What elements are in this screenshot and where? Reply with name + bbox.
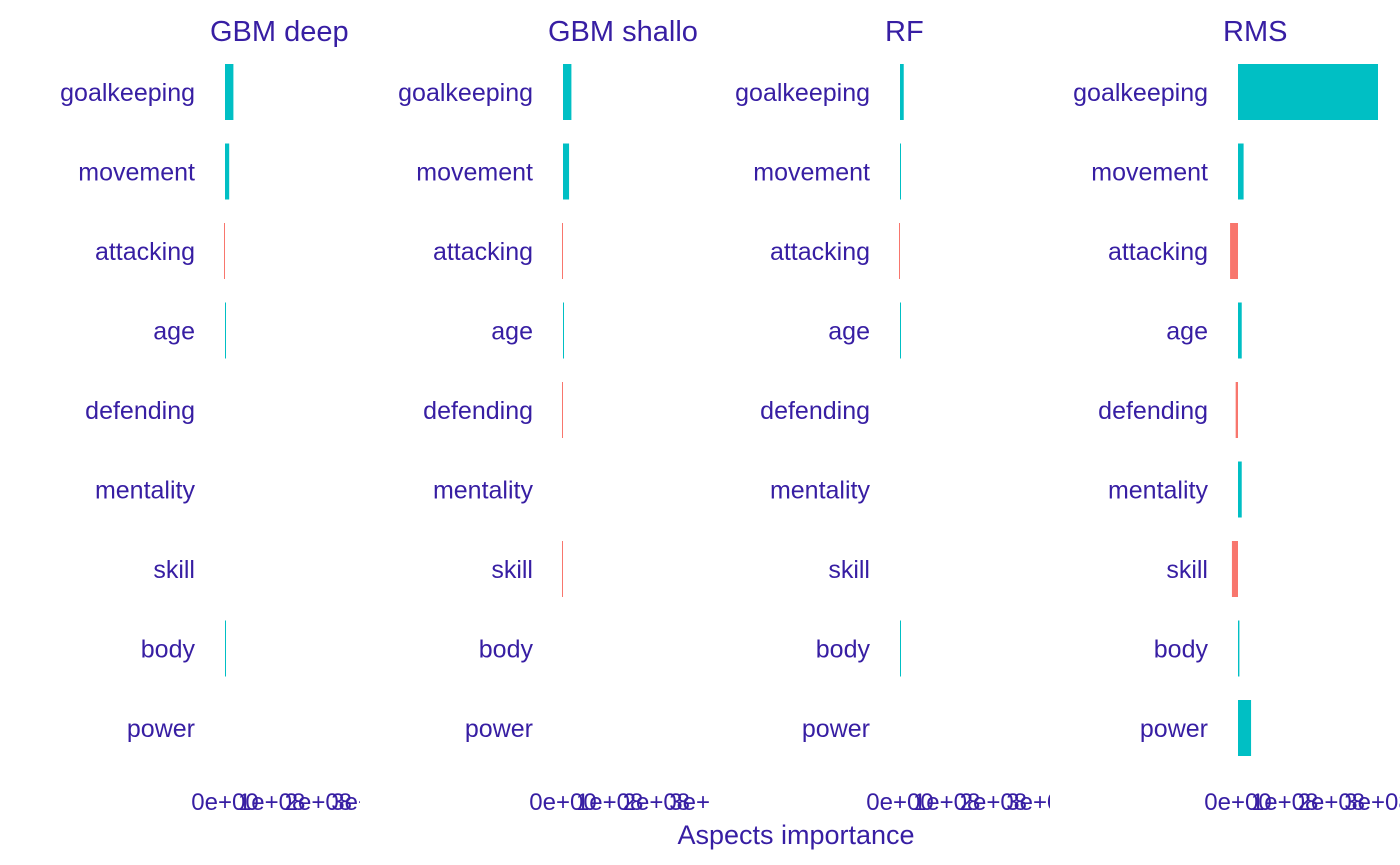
category-label: body — [141, 636, 196, 664]
bar — [225, 143, 230, 200]
category-label: goalkeeping — [1073, 79, 1208, 107]
x-tick-label: 1e+08 — [576, 789, 643, 816]
bar — [1238, 700, 1252, 756]
bar — [563, 302, 564, 359]
x-tick-label: 2e+08 — [960, 789, 1027, 816]
category-label: body — [1154, 636, 1209, 664]
category-label: movement — [1091, 159, 1208, 187]
x-tick-label: 0e+00 — [191, 789, 258, 816]
bar — [1238, 302, 1242, 359]
x-tick-label: 2e+08 — [285, 789, 352, 816]
panel-title: RF — [885, 16, 924, 48]
bar — [1238, 143, 1244, 200]
bar — [563, 143, 570, 200]
bar — [1235, 382, 1238, 438]
x-tick-label: 1e+08 — [238, 789, 305, 816]
category-label: defending — [423, 397, 533, 425]
category-label: defending — [760, 397, 870, 425]
category-label: age — [491, 318, 533, 346]
category-label: mentality — [95, 477, 196, 505]
category-label: defending — [85, 397, 195, 425]
category-label: power — [802, 715, 870, 743]
category-label: age — [1166, 318, 1208, 346]
bar — [900, 302, 901, 359]
bar — [225, 620, 226, 677]
x-tick-label: 3e+08 — [1006, 789, 1073, 816]
bar — [563, 64, 572, 120]
x-tick-label: 2e+08 — [1298, 789, 1365, 816]
bar — [1238, 64, 1378, 120]
bar — [1230, 223, 1238, 279]
x-tick-label: 0e+00 — [1204, 789, 1271, 816]
panel-2: GBM shallo goalkeeping movement attacking ag… — [398, 16, 736, 816]
category-label: body — [816, 636, 871, 664]
category-label: attacking — [433, 238, 533, 266]
panel-1: GBM deep goalkeeping movement attacking age d… — [60, 16, 398, 816]
category-label: body — [479, 636, 534, 664]
bar — [562, 223, 563, 279]
chart-panels: GBM deep goalkeeping movement attacking age d… — [60, 16, 1400, 816]
bar — [1238, 461, 1242, 518]
category-label: age — [828, 318, 870, 346]
bar — [225, 302, 226, 359]
category-label: age — [153, 318, 195, 346]
category-label: mentality — [433, 477, 534, 505]
x-tick-label: 3e+08 — [669, 789, 736, 816]
category-label: attacking — [770, 238, 870, 266]
x-tick-label: 0e+00 — [529, 789, 596, 816]
bar — [900, 143, 901, 200]
category-label: goalkeeping — [60, 79, 195, 107]
x-tick-label: 3e+08 — [1344, 789, 1400, 816]
category-label: movement — [78, 159, 195, 187]
category-label: mentality — [1108, 477, 1209, 505]
bar — [900, 620, 901, 677]
bar — [900, 64, 904, 120]
bar — [562, 541, 563, 597]
bar — [225, 64, 234, 120]
x-tick-label: 0e+00 — [866, 789, 933, 816]
category-label: mentality — [770, 477, 871, 505]
bar — [562, 382, 563, 438]
panel-title: GBM shallo — [548, 16, 698, 48]
category-label: defending — [1098, 397, 1208, 425]
bar — [1238, 620, 1240, 677]
category-label: skill — [828, 556, 870, 584]
panel-3: RF goalkeeping movement attacking age defendi… — [735, 16, 1073, 816]
x-tick-label: 1e+08 — [913, 789, 980, 816]
category-label: attacking — [1108, 238, 1208, 266]
category-label: movement — [416, 159, 533, 187]
panel-4: RMS goalkeeping movement attacking age defend… — [1073, 16, 1400, 816]
panel-title: GBM deep — [210, 16, 349, 48]
x-tick-label: 1e+08 — [1251, 789, 1318, 816]
bar — [1231, 541, 1238, 597]
category-label: skill — [491, 556, 533, 584]
category-label: movement — [753, 159, 870, 187]
category-label: power — [127, 715, 195, 743]
x-tick-label: 3e+08 — [331, 789, 398, 816]
x-tick-label: 2e+08 — [623, 789, 690, 816]
x-axis-title: Aspects importance — [677, 820, 914, 850]
category-label: goalkeeping — [735, 79, 870, 107]
category-label: attacking — [95, 238, 195, 266]
category-label: goalkeeping — [398, 79, 533, 107]
category-label: skill — [1166, 556, 1208, 584]
panel-title: RMS — [1223, 16, 1287, 48]
bar — [224, 223, 225, 279]
category-label: power — [1140, 715, 1208, 743]
category-label: power — [465, 715, 533, 743]
bar — [899, 223, 900, 279]
category-label: skill — [153, 556, 195, 584]
